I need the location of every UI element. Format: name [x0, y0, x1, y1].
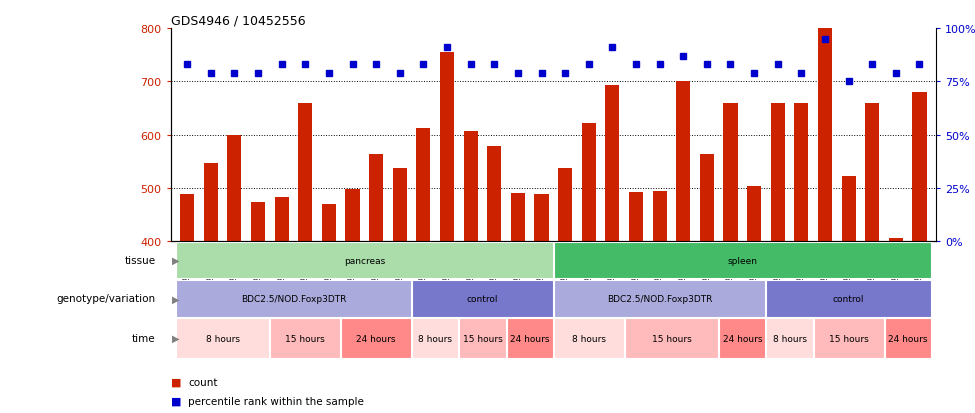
- Bar: [582, 124, 596, 242]
- Bar: [507, 318, 553, 358]
- Text: control: control: [833, 294, 865, 303]
- Bar: [440, 53, 454, 242]
- Bar: [913, 93, 926, 242]
- Bar: [813, 318, 883, 358]
- Bar: [176, 280, 411, 317]
- Bar: [766, 280, 931, 317]
- Text: ▶: ▶: [173, 256, 179, 266]
- Bar: [176, 318, 269, 358]
- Text: genotype/variation: genotype/variation: [57, 294, 155, 304]
- Bar: [558, 169, 572, 242]
- Bar: [889, 238, 903, 242]
- Text: GDS4946 / 10452556: GDS4946 / 10452556: [171, 15, 305, 28]
- Text: BDC2.5/NOD.Foxp3DTR: BDC2.5/NOD.Foxp3DTR: [606, 294, 713, 303]
- Text: 15 hours: 15 hours: [829, 334, 869, 343]
- Bar: [251, 203, 265, 242]
- Text: 8 hours: 8 hours: [772, 334, 806, 343]
- Bar: [322, 204, 336, 242]
- Text: 24 hours: 24 hours: [888, 334, 927, 343]
- Bar: [625, 318, 719, 358]
- Text: ▶: ▶: [173, 294, 179, 304]
- Bar: [227, 135, 242, 242]
- Bar: [370, 154, 383, 242]
- Bar: [795, 104, 808, 242]
- Text: 24 hours: 24 hours: [357, 334, 396, 343]
- Bar: [723, 104, 737, 242]
- Text: count: count: [188, 377, 217, 387]
- Bar: [511, 193, 525, 242]
- Bar: [393, 169, 407, 242]
- Text: 15 hours: 15 hours: [462, 334, 502, 343]
- Bar: [204, 164, 217, 242]
- Text: control: control: [467, 294, 498, 303]
- Bar: [463, 131, 478, 242]
- Bar: [180, 195, 194, 242]
- Bar: [341, 318, 411, 358]
- Text: 24 hours: 24 hours: [510, 334, 550, 343]
- Text: 8 hours: 8 hours: [206, 334, 240, 343]
- Bar: [412, 280, 553, 317]
- Bar: [554, 318, 624, 358]
- Bar: [176, 242, 553, 279]
- Bar: [629, 192, 644, 242]
- Bar: [770, 103, 785, 242]
- Text: 24 hours: 24 hours: [722, 334, 762, 343]
- Bar: [488, 147, 501, 242]
- Text: BDC2.5/NOD.Foxp3DTR: BDC2.5/NOD.Foxp3DTR: [241, 294, 346, 303]
- Text: 15 hours: 15 hours: [286, 334, 325, 343]
- Text: 8 hours: 8 hours: [418, 334, 452, 343]
- Bar: [865, 103, 879, 242]
- Bar: [412, 318, 458, 358]
- Bar: [275, 197, 289, 242]
- Text: pancreas: pancreas: [344, 256, 385, 265]
- Bar: [766, 318, 813, 358]
- Bar: [818, 27, 832, 242]
- Text: 15 hours: 15 hours: [651, 334, 691, 343]
- Bar: [700, 155, 714, 242]
- Bar: [298, 103, 312, 242]
- Bar: [554, 280, 765, 317]
- Bar: [605, 86, 619, 242]
- Bar: [652, 192, 667, 242]
- Text: time: time: [132, 333, 155, 344]
- Bar: [554, 242, 931, 279]
- Bar: [416, 129, 431, 242]
- Bar: [345, 190, 360, 242]
- Text: percentile rank within the sample: percentile rank within the sample: [188, 396, 364, 406]
- Bar: [841, 177, 856, 242]
- Bar: [747, 187, 761, 242]
- Bar: [676, 82, 690, 242]
- Bar: [459, 318, 506, 358]
- Text: ▶: ▶: [173, 333, 179, 344]
- Text: ■: ■: [171, 377, 181, 387]
- Bar: [720, 318, 765, 358]
- Bar: [534, 195, 549, 242]
- Text: tissue: tissue: [124, 256, 155, 266]
- Text: spleen: spleen: [727, 256, 758, 265]
- Text: ■: ■: [171, 396, 181, 406]
- Bar: [884, 318, 931, 358]
- Text: 8 hours: 8 hours: [571, 334, 605, 343]
- Bar: [270, 318, 340, 358]
